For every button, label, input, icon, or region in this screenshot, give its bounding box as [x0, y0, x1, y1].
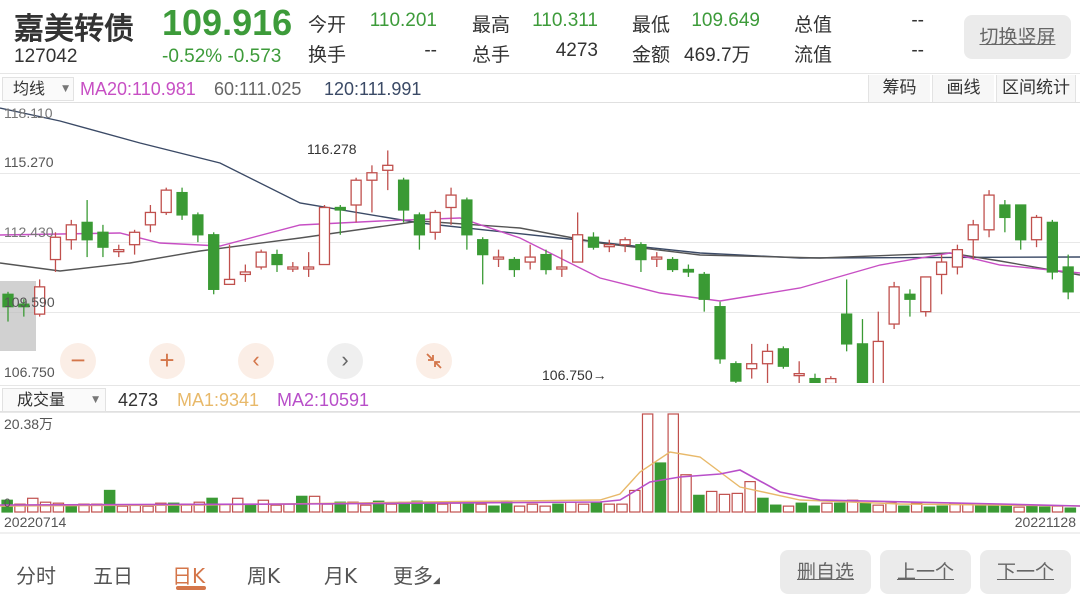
- volume-select-label: 成交量: [17, 390, 66, 409]
- price-axis-label: 115.270: [4, 154, 54, 170]
- ma120-value: 120:111.991: [324, 79, 422, 99]
- stat-label-open: 今开: [308, 14, 347, 36]
- security-name: 嘉美转债: [14, 12, 134, 47]
- chevron-left-icon: ‹: [252, 347, 260, 372]
- volume-ma1: MA1:9341: [177, 390, 260, 410]
- price-axis-label: 106.750: [4, 364, 55, 380]
- grid-line: [0, 173, 1080, 174]
- crosshair-shade: [0, 281, 36, 351]
- ma-indicator-bar: 均线 ▼ MA20:110.981 60:111.025 120:111.991…: [0, 75, 1080, 103]
- volume-bars-layer: [0, 413, 1080, 513]
- volume-indicator-select[interactable]: 成交量 ▼: [2, 388, 106, 412]
- tab-daily-k[interactable]: 日K: [172, 564, 206, 588]
- dropdown-arrow-icon: ▼: [92, 395, 99, 405]
- tab-monthly-k[interactable]: 月K: [324, 564, 358, 588]
- chevron-right-icon: ›: [341, 347, 349, 372]
- low-price-annotation: 106.750→: [542, 367, 607, 383]
- end-date: 20221128: [1014, 514, 1076, 530]
- quote-header: 嘉美转债 127042 109.916 -0.52% -0.573 今开 110…: [0, 0, 1080, 74]
- stat-label-volume: 总手: [472, 44, 511, 66]
- stat-value-high: 110.311: [532, 10, 598, 31]
- stat-value-float-value: --: [911, 40, 924, 61]
- stat-label-turnover: 换手: [308, 44, 347, 66]
- range-stats-button[interactable]: 区间统计: [996, 75, 1076, 102]
- stat-value-low: 109.649: [691, 10, 760, 31]
- price-axis-label: 109.590: [4, 294, 55, 310]
- stat-value-volume: 4273: [555, 40, 598, 61]
- stat-label-total-value: 总值: [794, 14, 833, 36]
- stat-label-high: 最高: [472, 14, 511, 36]
- last-price: 109.916: [162, 2, 293, 43]
- high-price-annotation: 116.278: [307, 141, 357, 157]
- grid-line: [0, 312, 1080, 313]
- tab-more-label: 更多: [393, 564, 433, 588]
- corner-triangle-icon: ◢: [433, 576, 440, 586]
- indicator-select[interactable]: 均线 ▼: [2, 77, 74, 101]
- stat-value-total-value: --: [911, 10, 924, 31]
- collapse-arrows-icon: [426, 353, 442, 369]
- next-button[interactable]: 下一个: [980, 550, 1071, 594]
- volume-ma2: MA2:10591: [277, 390, 370, 410]
- volume-indicator-bar: 成交量 ▼ 4273 MA1:9341 MA2:10591: [0, 385, 1080, 412]
- tab-intraday[interactable]: 分时: [16, 564, 56, 588]
- candles-layer: [0, 107, 1080, 383]
- minus-icon: −: [70, 345, 86, 375]
- stat-value-amount: 469.7万: [684, 45, 751, 66]
- stat-label-low: 最低: [632, 14, 671, 36]
- stat-label-float-value: 流值: [794, 44, 833, 66]
- switch-portrait-button[interactable]: 切换竖屏: [964, 15, 1071, 59]
- stat-value-turnover: --: [424, 40, 437, 61]
- tab-weekly-k[interactable]: 周K: [247, 564, 281, 588]
- tab-five-day[interactable]: 五日: [93, 564, 133, 588]
- draw-line-button[interactable]: 画线: [932, 75, 994, 102]
- volume-chart[interactable]: 20.38万 0: [0, 412, 1080, 514]
- price-change: -0.52% -0.573: [162, 46, 281, 68]
- stat-label-amount: 金额: [632, 44, 671, 66]
- price-axis-label: 118.110: [4, 105, 53, 121]
- pan-left-button[interactable]: ‹: [238, 343, 274, 379]
- volume-current: 4273: [118, 390, 159, 410]
- price-axis-label: 112.430: [4, 224, 54, 240]
- tab-more[interactable]: 更多◢: [393, 560, 440, 589]
- candlestick-chart[interactable]: 118.110 115.270 112.430 109.590 106.750 …: [0, 103, 1080, 383]
- zoom-in-button[interactable]: +: [149, 343, 185, 379]
- volume-max-label: 20.38万: [4, 416, 54, 432]
- start-date: 20220714: [4, 514, 67, 530]
- grid-line: [0, 242, 1080, 243]
- previous-button[interactable]: 上一个: [880, 550, 971, 594]
- collapse-button[interactable]: [416, 343, 452, 379]
- ma60-value: 60:111.025: [214, 79, 302, 99]
- divider: [0, 532, 1080, 534]
- active-tab-indicator: [176, 586, 206, 590]
- plus-icon: +: [159, 345, 175, 375]
- remove-watchlist-button[interactable]: 删自选: [780, 550, 871, 594]
- security-code: 127042: [14, 46, 78, 67]
- volume-zero-label: 0: [4, 496, 11, 510]
- pan-right-button[interactable]: ›: [327, 343, 363, 379]
- dropdown-arrow-icon: ▼: [62, 84, 69, 94]
- change-amount: -0.573: [227, 46, 282, 67]
- ma20-value: MA20:110.981: [80, 79, 196, 99]
- grid-line: [0, 412, 1080, 413]
- zoom-out-button[interactable]: −: [60, 343, 96, 379]
- indicator-select-label: 均线: [13, 79, 46, 98]
- change-percent: -0.52%: [162, 46, 223, 67]
- stat-value-open: 110.201: [369, 10, 437, 31]
- chips-button[interactable]: 筹码: [868, 75, 930, 102]
